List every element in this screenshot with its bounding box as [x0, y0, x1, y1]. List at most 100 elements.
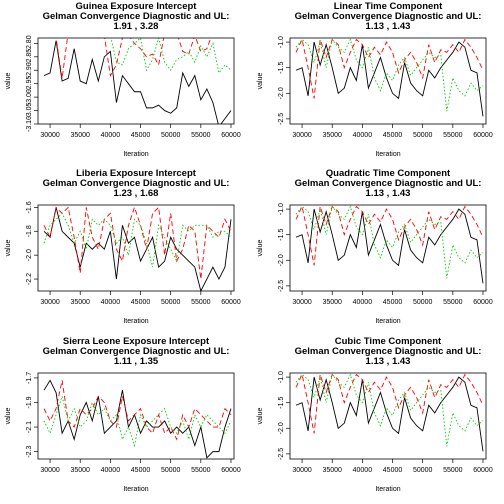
series-line-chain-2	[43, 380, 232, 441]
series-group	[295, 38, 484, 117]
y-tick-label: -1.5	[278, 397, 285, 409]
chart-title-line-1: Quadratic Time Component	[326, 168, 451, 179]
y-tick-label: -1.5	[278, 62, 285, 74]
y-tick-label: -2.1	[26, 421, 33, 433]
series-group	[295, 205, 484, 284]
x-tick-label: 30000	[40, 299, 60, 306]
plot-frame	[37, 372, 235, 460]
x-tick-label: 30000	[40, 467, 60, 474]
plot-frame	[289, 372, 487, 460]
y-tick-label: -2.5	[278, 280, 285, 292]
chart-title-line-2: Gelman Convergence Diagnostic and UL:	[43, 178, 230, 189]
y-tick-label: -2.3	[26, 445, 33, 457]
y-axis-label: value	[257, 408, 264, 425]
y-tick-label: -1.7	[26, 372, 33, 384]
x-tick-label: 40000	[101, 299, 121, 306]
x-tick-label: 45000	[131, 299, 151, 306]
series-line-chain-3	[43, 394, 232, 448]
y-tick-label: -2.0	[278, 422, 285, 434]
series-line-chain-3	[295, 373, 484, 447]
x-tick-label: 50000	[161, 299, 181, 306]
plot-frame	[289, 37, 487, 125]
x-tick-label: 50000	[161, 467, 181, 474]
series-line-chain-1	[295, 41, 484, 117]
y-tick-label: -2.5	[278, 448, 285, 460]
y-tick-label: -1.5	[278, 229, 285, 241]
series-line-chain-2	[295, 38, 484, 99]
chart-title-line-3: 1.23 , 1.68	[114, 188, 159, 199]
y-tick-label: -1.9	[26, 396, 33, 408]
x-tick-label: 50000	[413, 467, 433, 474]
x-tick-label: 35000	[322, 132, 342, 139]
y-axis-label: value	[257, 240, 264, 257]
x-tick-label: 30000	[292, 467, 312, 474]
series-line-chain-2	[295, 373, 484, 434]
x-tick-label: 50000	[413, 132, 433, 139]
x-tick-label: 40000	[353, 299, 373, 306]
x-tick-label: 45000	[383, 299, 403, 306]
series-line-chain-3	[295, 38, 484, 112]
chart-title-line-1: Linear Time Component	[334, 1, 443, 12]
x-tick-label: 30000	[292, 132, 312, 139]
y-axis-label: value	[257, 73, 264, 90]
x-axis-label: Iteration	[375, 318, 400, 325]
x-tick-label: 55000	[443, 299, 463, 306]
chart-title-line-2: Gelman Convergence Diagnostic and UL:	[295, 178, 482, 189]
x-tick-label: 40000	[101, 467, 121, 474]
x-tick-label: 45000	[131, 132, 151, 139]
series-line-chain-3	[43, 212, 232, 268]
x-axis-label: Iteration	[123, 486, 148, 493]
y-tick-label: -1.0	[278, 371, 285, 383]
y-axis-label: value	[5, 240, 12, 257]
y-tick-label: -2.0	[278, 254, 285, 266]
x-tick-label: 60000	[221, 467, 241, 474]
x-axis-label: Iteration	[123, 318, 148, 325]
chart-title-line-1: Sierra Leone Exposure Intercept	[63, 336, 210, 347]
y-tick-label: -1.0	[278, 36, 285, 48]
y-tick-label: -2.80	[26, 35, 33, 51]
chart-title-line-3: 1.13 , 1.43	[366, 188, 411, 199]
x-tick-label: 35000	[70, 132, 90, 139]
y-tick-label: -2.85	[26, 49, 33, 65]
x-tick-label: 40000	[101, 132, 121, 139]
chart-title-line-1: Guinea Exposure Intercept	[76, 1, 198, 12]
x-tick-label: 45000	[383, 467, 403, 474]
series-line-chain-2	[295, 205, 484, 266]
x-axis-label: Iteration	[123, 151, 148, 158]
x-tick-label: 50000	[161, 132, 181, 139]
x-tick-label: 35000	[322, 467, 342, 474]
chart-title-line-3: 1.11 , 1.35	[114, 356, 159, 367]
series-group	[43, 38, 232, 124]
y-tick-label: -2.95	[26, 76, 33, 92]
chart-title-line-2: Gelman Convergence Diagnostic and UL:	[295, 346, 482, 357]
x-tick-label: 40000	[353, 132, 373, 139]
chart-title-line-1: Liberia Exposure Intercept	[76, 168, 197, 179]
series-group	[43, 379, 232, 459]
series-line-chain-3	[295, 205, 484, 279]
series-line-chain-3	[110, 38, 232, 75]
x-tick-label: 60000	[473, 467, 493, 474]
x-tick-label: 40000	[353, 467, 373, 474]
x-tick-label: 55000	[443, 132, 463, 139]
y-tick-label: -3.05	[26, 102, 33, 118]
y-tick-label: -3.00	[26, 89, 33, 105]
x-tick-label: 55000	[191, 132, 211, 139]
chart-title-line-2: Gelman Convergence Diagnostic and UL:	[43, 346, 230, 357]
y-axis-label: value	[5, 408, 12, 425]
y-tick-label: -2.0	[278, 87, 285, 99]
x-tick-label: 35000	[70, 299, 90, 306]
series-group	[295, 373, 484, 452]
chart-title-line-1: Cubic Time Component	[335, 336, 442, 347]
y-tick-label: -1.0	[278, 203, 285, 215]
series-line-chain-1	[295, 208, 484, 284]
plot-frame	[37, 204, 235, 292]
y-tick-label: -3.10	[26, 116, 33, 132]
series-line-chain-2	[54, 38, 212, 79]
series-line-chain-1	[295, 376, 484, 452]
x-tick-label: 60000	[221, 299, 241, 306]
